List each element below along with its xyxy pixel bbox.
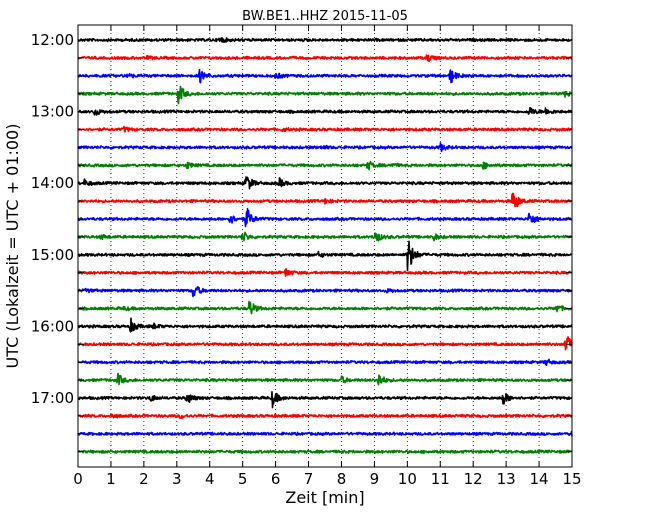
trace-1745 — [77, 449, 573, 454]
trace-1200 — [77, 36, 573, 44]
trace-1345 — [77, 160, 573, 171]
x-tick-label-14: 14 — [530, 470, 549, 488]
x-tick-label-3: 3 — [172, 470, 182, 488]
x-tick-label-13: 13 — [497, 470, 516, 488]
y-tick-label-1600: 16:00 — [31, 317, 74, 335]
axis-ticks — [77, 25, 573, 467]
x-tick-label-11: 11 — [431, 470, 450, 488]
tick-labels: 0 1 2 3 4 5 6 7 8 9 10 11 12 13 14 1512:0013:0014:0015:… — [31, 31, 582, 488]
trace-1545 — [77, 300, 573, 315]
trace-1315 — [77, 125, 573, 133]
x-tick-label-15: 15 — [562, 470, 581, 488]
trace-1230 — [77, 68, 573, 84]
trace-1500 — [77, 240, 573, 272]
trace-1645 — [77, 372, 573, 386]
trace-1245 — [77, 85, 573, 105]
seismogram-traces — [77, 36, 573, 454]
trace-1330 — [77, 142, 573, 153]
x-tick-label-9: 9 — [370, 470, 380, 488]
y-tick-label-1200: 12:00 — [31, 31, 74, 49]
plot-frame — [77, 24, 573, 468]
trace-1600 — [77, 317, 573, 333]
x-tick-label-1: 1 — [106, 470, 116, 488]
trace-1445 — [77, 231, 573, 242]
x-axis-label: Zeit [min] — [285, 488, 364, 507]
grid-lines — [110, 25, 540, 467]
y-tick-label-1500: 15:00 — [31, 246, 74, 264]
trace-1400 — [77, 176, 573, 190]
x-tick-label-0: 0 — [73, 470, 83, 488]
y-tick-label-1300: 13:00 — [31, 103, 74, 121]
trace-1515 — [77, 268, 573, 277]
trace-1730 — [77, 430, 573, 437]
x-tick-label-8: 8 — [337, 470, 347, 488]
trace-1300 — [77, 106, 573, 116]
trace-1530 — [77, 286, 573, 298]
x-tick-label-12: 12 — [464, 470, 483, 488]
trace-1715 — [77, 413, 573, 420]
y-tick-label-1400: 14:00 — [31, 174, 74, 192]
trace-1215 — [77, 54, 573, 63]
trace-1415 — [77, 192, 573, 208]
x-tick-label-6: 6 — [271, 470, 281, 488]
trace-1700 — [77, 390, 573, 409]
x-tick-label-2: 2 — [139, 470, 149, 488]
trace-1630 — [77, 358, 573, 367]
x-tick-label-7: 7 — [304, 470, 314, 488]
trace-1615 — [77, 336, 573, 351]
trace-1430 — [77, 207, 573, 228]
x-tick-label-5: 5 — [238, 470, 248, 488]
x-tick-label-4: 4 — [205, 470, 215, 488]
x-tick-label-10: 10 — [398, 470, 417, 488]
y-tick-label-1700: 17:00 — [31, 389, 74, 407]
y-axis-label: UTC (Lokalzeit = UTC + 01:00) — [3, 124, 22, 369]
chart-title: BW.BE1..HHZ 2015-11-05 — [242, 9, 408, 24]
